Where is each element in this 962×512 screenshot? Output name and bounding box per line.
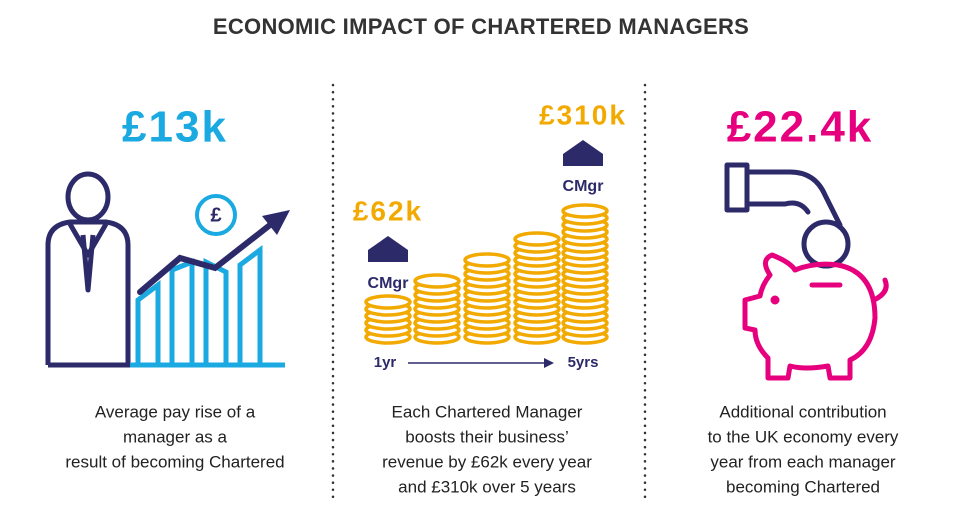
- hand-icon: [724, 162, 851, 269]
- description-line: year from each manager: [710, 452, 896, 471]
- trend-arrow: [137, 222, 273, 295]
- description-line: Additional contribution: [719, 402, 886, 421]
- coin: [463, 252, 511, 268]
- low-value: £62k: [353, 195, 423, 226]
- start-label: 1yr: [374, 354, 397, 371]
- description-line: and £310k over 5 years: [398, 477, 576, 496]
- description-line: Average pay rise of a: [95, 402, 256, 421]
- description-line: result of becoming Chartered: [65, 452, 284, 471]
- piggy-bank-icon: [742, 252, 889, 381]
- badge: CMgr: [563, 178, 604, 195]
- manager-icon: [45, 171, 131, 368]
- end-label: 5yrs: [568, 354, 599, 371]
- description-line: Each Chartered Manager: [392, 402, 583, 421]
- arrow-head: [262, 210, 290, 235]
- description-line: manager as a: [123, 427, 227, 446]
- pound-symbol: £: [210, 204, 221, 226]
- coin: [364, 294, 412, 310]
- house-icon: [563, 140, 603, 166]
- badge: CMgr: [368, 275, 409, 292]
- description-line: revenue by £62k every year: [382, 452, 592, 471]
- high-value: £310k: [539, 99, 627, 130]
- title: ECONOMIC IMPACT OF CHARTERED MANAGERS: [213, 14, 749, 39]
- house-icon: [368, 236, 408, 262]
- description-line: to the UK economy every: [708, 427, 899, 446]
- coin: [413, 273, 461, 289]
- headline: £13k: [122, 103, 228, 152]
- coin: [513, 231, 561, 247]
- coin: [561, 203, 609, 219]
- coin-stacks: [364, 203, 609, 345]
- description-line: becoming Chartered: [726, 477, 880, 496]
- pound-coin: [195, 194, 237, 236]
- description-line: boosts their business’: [405, 427, 568, 446]
- timeline-head: [544, 358, 554, 368]
- headline: £22.4k: [727, 103, 874, 152]
